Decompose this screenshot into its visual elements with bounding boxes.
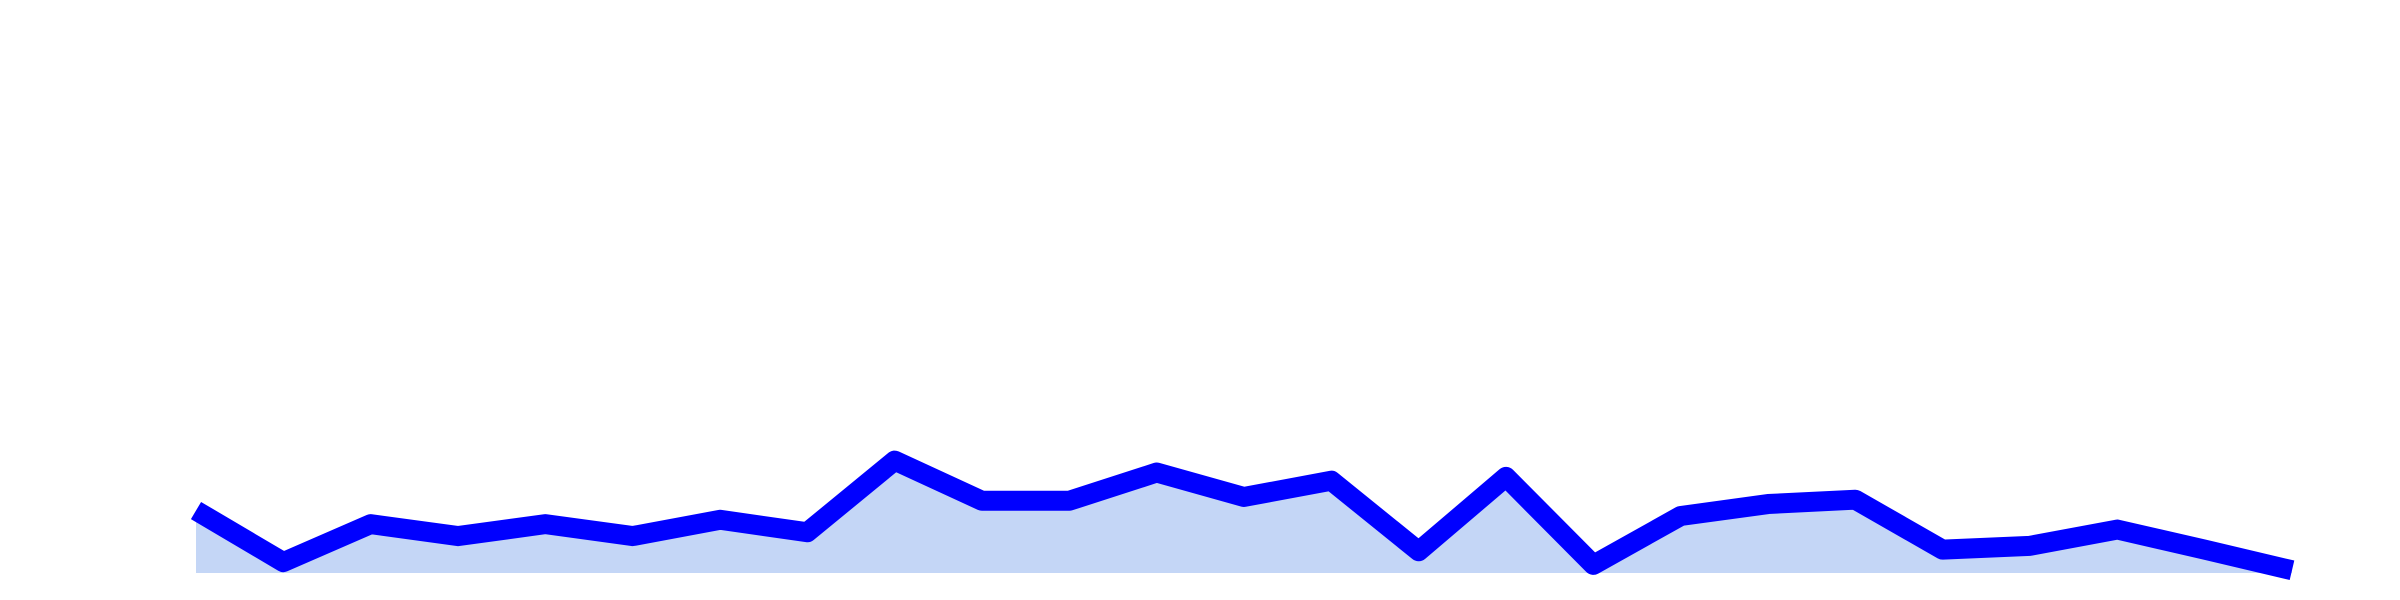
- data-point: [1758, 494, 1778, 514]
- series-line-0: [190, 450, 2295, 581]
- data-point: [710, 510, 730, 530]
- data-point: [885, 451, 905, 471]
- data-point: [1933, 540, 1953, 560]
- data-point: [273, 552, 293, 572]
- data-point: [1321, 471, 1341, 491]
- data-point: [186, 501, 206, 521]
- data-point: [2020, 536, 2040, 556]
- data-point: [1845, 490, 1865, 510]
- data-point: [535, 514, 555, 534]
- plot-area: [186, 450, 2302, 581]
- data-point: [1583, 555, 1603, 575]
- data-point: [2282, 560, 2302, 580]
- data-point: [1059, 491, 1079, 511]
- data-point: [1147, 463, 1167, 483]
- data-point: [2107, 520, 2127, 540]
- data-point: [448, 526, 468, 546]
- data-point: [972, 491, 992, 511]
- data-point: [1234, 487, 1254, 507]
- data-point: [1496, 467, 1516, 487]
- data-point: [1409, 541, 1429, 561]
- data-point: [361, 514, 381, 534]
- data-point: [623, 526, 643, 546]
- data-point: [797, 522, 817, 542]
- data-point: [2195, 540, 2215, 560]
- data-point: [1671, 506, 1691, 526]
- area-fill-series-0: [196, 460, 2292, 573]
